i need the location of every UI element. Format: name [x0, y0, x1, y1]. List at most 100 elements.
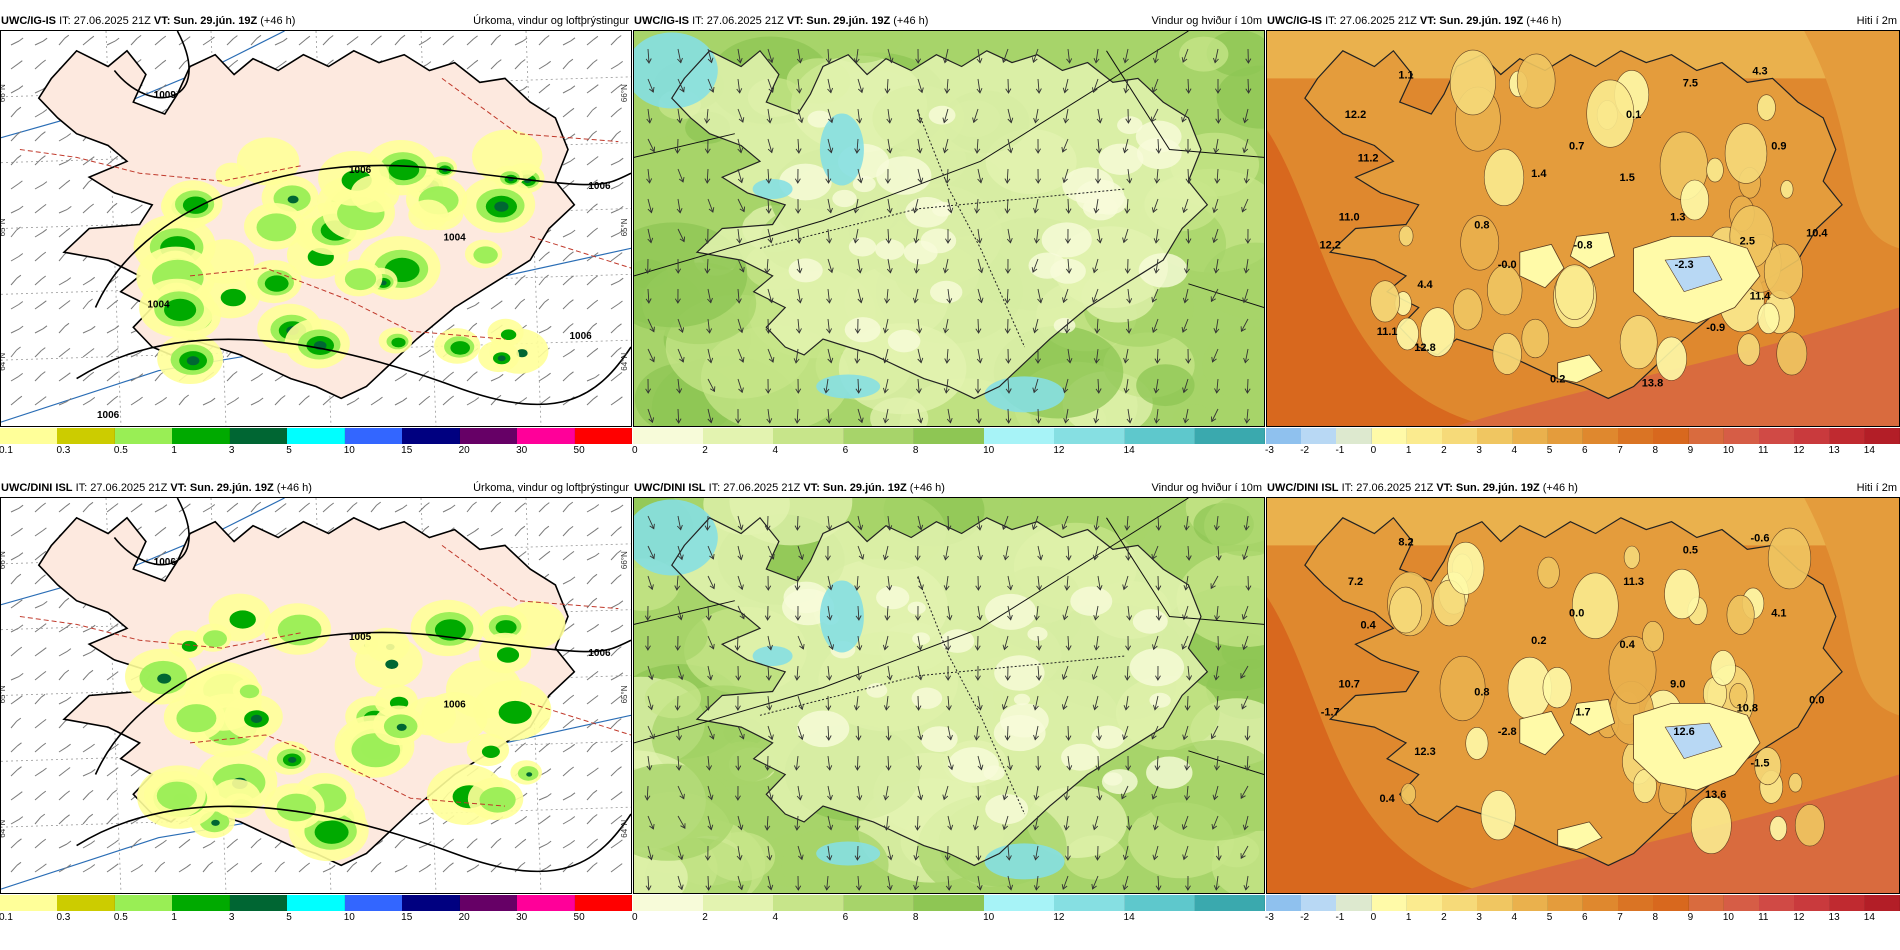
panel-title: Úrkoma, vindur og loftþrýstingur — [473, 15, 629, 27]
wind-map — [633, 30, 1265, 427]
scale-swatch — [574, 895, 633, 911]
model-name: UWC/DINI ISL — [1, 482, 73, 494]
init-time: IT: 27.06.2025 21Z — [1341, 482, 1434, 494]
scale-label: 0.1 — [0, 912, 13, 923]
scale-swatch — [1194, 895, 1266, 911]
temperature-label: 0.2 — [1550, 374, 1565, 386]
temperature-label: 12.3 — [1414, 746, 1435, 758]
latitude-label: 64°N — [1, 353, 7, 371]
init-time: IT: 27.06.2025 21Z — [692, 15, 784, 27]
scale-label: 10 — [1722, 912, 1734, 923]
scale-label: 0 — [1370, 912, 1377, 923]
temperature-label: 4.1 — [1771, 608, 1786, 620]
temperature-label: -2.3 — [1675, 259, 1694, 271]
scale-swatch — [1336, 895, 1373, 911]
scale-label: 13 — [1828, 912, 1840, 923]
scale-label: 2 — [1441, 445, 1447, 456]
scale-swatch — [57, 428, 116, 444]
panel-title: Hiti í 2m — [1856, 15, 1897, 27]
valid-time: Sun. 29.jún. 19Z — [1455, 482, 1540, 494]
scale-swatch — [1054, 428, 1126, 444]
scale-label: 0.3 — [56, 445, 71, 456]
temperature-label: 12.2 — [1319, 239, 1340, 251]
wind-map-panel: UWC/IG-IS IT: 27.06.2025 21Z VT: Sun. 29… — [632, 13, 1266, 461]
scale-label: 2 — [1441, 912, 1447, 923]
latitude-label: 66°N — [1, 84, 7, 102]
precip-map: 66°N 66°N 65°N 65°N 64°N 64°N 1006 1005 1006 1006 — [0, 497, 632, 894]
scale-swatch — [1618, 895, 1654, 911]
scale-label: 20 — [458, 445, 470, 456]
scale-swatch — [1266, 428, 1302, 444]
latitude-label: 66°N — [620, 84, 629, 102]
scale-label: 10 — [983, 445, 995, 456]
scale-label: 10 — [983, 912, 995, 923]
scale-label: 12 — [1793, 912, 1805, 923]
scale-label: 12 — [1053, 912, 1065, 923]
scale-label: 6 — [1582, 912, 1588, 923]
wind-map-canvas — [634, 31, 1264, 426]
scale-swatch — [459, 428, 518, 444]
precip-map-panel: UWC/DINI ISL IT: 27.06.2025 21Z VT: Sun.… — [0, 480, 633, 928]
temp-map-panel: UWC/IG-IS IT: 27.06.2025 21Z VT: Sun. 29… — [1265, 13, 1900, 461]
scale-swatch — [57, 895, 116, 911]
scale-swatch — [1618, 428, 1654, 444]
scale-label: 5 — [1546, 445, 1553, 456]
init-time: IT: 27.06.2025 21Z — [75, 482, 168, 494]
scale-label: 4 — [1511, 912, 1518, 923]
scale-swatch — [1864, 895, 1900, 911]
temperature-label: 12.2 — [1345, 109, 1366, 121]
latitude-label: 64°N — [620, 353, 629, 371]
scale-label: 6 — [842, 445, 849, 456]
scale-swatch — [114, 428, 173, 444]
scale-swatch — [517, 428, 576, 444]
scale-label: 30 — [516, 445, 528, 456]
region-border — [759, 188, 1126, 249]
scale-label: -2 — [1300, 912, 1310, 923]
temperature-label: 11.4 — [1750, 291, 1772, 303]
valid-time-label: VT: — [1419, 15, 1437, 27]
scale-swatch — [1124, 895, 1196, 911]
temp-color-scale: -3 -2 -1 0 1 2 3 4 5 6 7 8 9 10 11 12 13 14 — [1265, 428, 1900, 456]
latitude-label: 66°N — [1, 551, 7, 569]
temp-map-canvas: 8.2 0.5 -0.6 7.2 11.3 0.0 4.1 0.4 0.2 0.4 10.7 0.8 9… — [1267, 498, 1899, 893]
sector-line — [1188, 750, 1264, 775]
scale-swatch — [1442, 428, 1478, 444]
scale-label: 0 — [632, 912, 638, 923]
temperature-label: 0.4 — [1360, 619, 1376, 631]
scale-swatch — [459, 895, 518, 911]
valid-time: Sun. 29.jún. 19Z — [806, 15, 891, 27]
isobars — [76, 498, 631, 873]
temperature-label: 0.1 — [1626, 109, 1641, 121]
panel-title: Hiti í 2m — [1856, 482, 1897, 494]
scale-swatch — [1194, 428, 1266, 444]
temperature-label: 11.0 — [1339, 212, 1360, 224]
scale-swatch — [1794, 895, 1831, 911]
pressure-label: 1004 — [443, 232, 466, 243]
latitude-label: 65°N — [620, 685, 629, 703]
strong-wind-areas — [634, 32, 1065, 413]
scale-label: 3 — [1476, 912, 1482, 923]
panel-run-info: UWC/IG-IS IT: 27.06.2025 21Z VT: Sun. 29… — [634, 13, 928, 29]
temp-map-canvas: 1.1 7.5 4.3 12.2 0.1 0.7 0.9 11.2 1.4 1.5 11.0 0.8 1… — [1267, 31, 1899, 426]
temperature-label: 0.0 — [1569, 608, 1584, 620]
temperature-contours — [1387, 527, 1825, 854]
scale-label: 3 — [1476, 445, 1482, 456]
sector-line — [634, 600, 735, 625]
valid-time: Sun. 29.jún. 19Z — [173, 15, 258, 27]
scale-swatch — [229, 428, 288, 444]
valid-time-label: VT: — [153, 15, 171, 27]
scale-swatch — [1759, 428, 1795, 444]
temperature-label: 0.5 — [1683, 544, 1698, 556]
valid-time: Sun. 29.jún. 19Z — [189, 482, 274, 494]
sector-line — [634, 498, 1189, 744]
temperature-label: 9.0 — [1670, 679, 1685, 691]
scale-swatch — [1653, 428, 1690, 444]
scale-swatch — [1301, 428, 1337, 444]
panel-header: UWC/IG-IS IT: 27.06.2025 21Z VT: Sun. 29… — [0, 13, 632, 29]
scale-label: -1 — [1335, 445, 1345, 456]
temperature-label: 4.4 — [1417, 279, 1433, 291]
scale-swatch — [114, 895, 173, 911]
scale-swatch — [1266, 895, 1302, 911]
temperature-label: 10.4 — [1806, 227, 1828, 239]
lead-time: (+46 h) — [1542, 482, 1578, 494]
